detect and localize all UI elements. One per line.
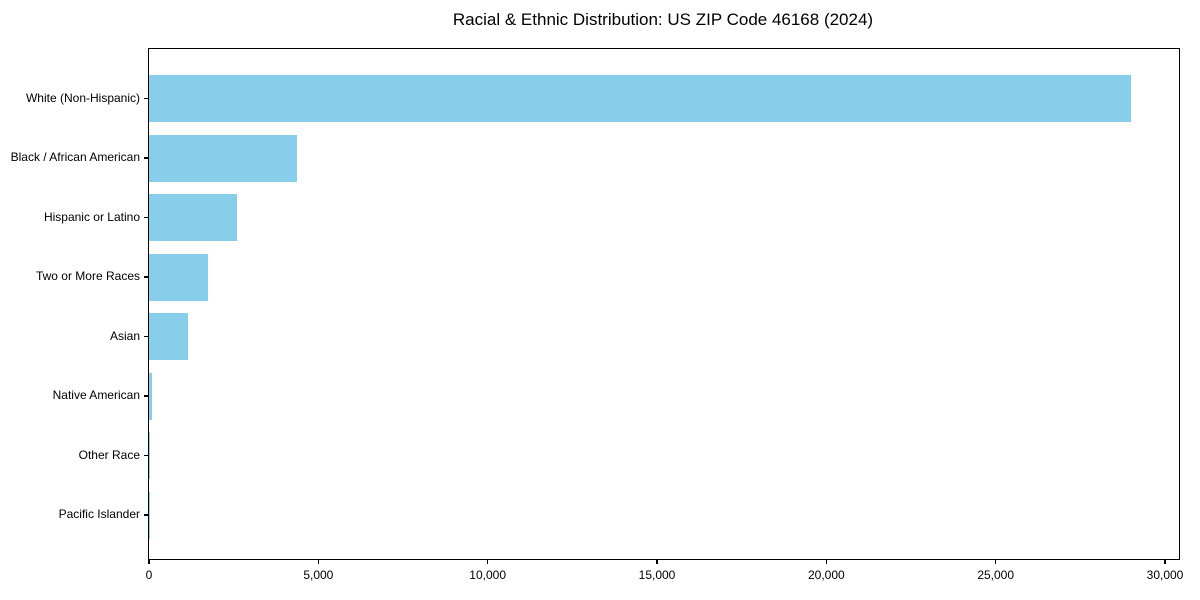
y-tick-label: Two or More Races (35, 269, 140, 283)
y-tick-label: Native American (52, 388, 140, 402)
y-tick-label: Hispanic or Latino (43, 209, 140, 224)
x-tick-mark (825, 560, 827, 565)
x-tick-mark (317, 560, 319, 565)
x-tick-label: 10,000 (469, 568, 506, 582)
bar-asian (149, 313, 189, 360)
x-tick-label: 25,000 (977, 568, 1015, 582)
x-tick-mark (148, 560, 150, 565)
bar-other-race (149, 432, 151, 479)
y-tick-label: Black / African American (10, 150, 140, 164)
x-tick-mark (656, 560, 658, 565)
y-tick-mark (143, 157, 148, 159)
y-tick-label: White (Non-Hispanic) (25, 90, 140, 105)
y-tick-mark (143, 276, 148, 278)
bar-hispanic-or-latino (149, 194, 237, 241)
y-tick-label: Pacific Islander (58, 507, 140, 521)
y-tick-label: Asian (109, 328, 140, 343)
chart-title: Racial & Ethnic Distribution: US ZIP Cod… (452, 10, 874, 29)
y-tick-label: Other Race (78, 447, 140, 462)
bar-white-non-hispanic (149, 75, 1131, 122)
bar-native-american (149, 372, 153, 420)
x-tick-label: 20,000 (807, 568, 845, 582)
y-tick-mark (143, 216, 148, 219)
bar-two-or-more-races (149, 253, 209, 301)
plot-area: White (Non-Hispanic) Black / African Amer… (11, 48, 1183, 582)
y-tick-mark (143, 335, 148, 338)
x-tick-label: 30,000 (1146, 568, 1184, 582)
x-tick-label: 15,000 (638, 568, 676, 582)
bar-pacific-islander (149, 491, 150, 539)
bar-black-african-american (149, 134, 297, 182)
y-tick-mark (143, 97, 148, 100)
x-tick-mark (487, 560, 489, 565)
x-tick-label: 5,000 (303, 568, 334, 582)
y-tick-mark (143, 514, 148, 516)
y-tick-mark (143, 454, 148, 457)
x-tick-mark (1164, 560, 1166, 565)
y-tick-mark (143, 395, 148, 397)
x-tick-mark (995, 560, 997, 565)
x-tick-label: 0 (145, 568, 153, 582)
